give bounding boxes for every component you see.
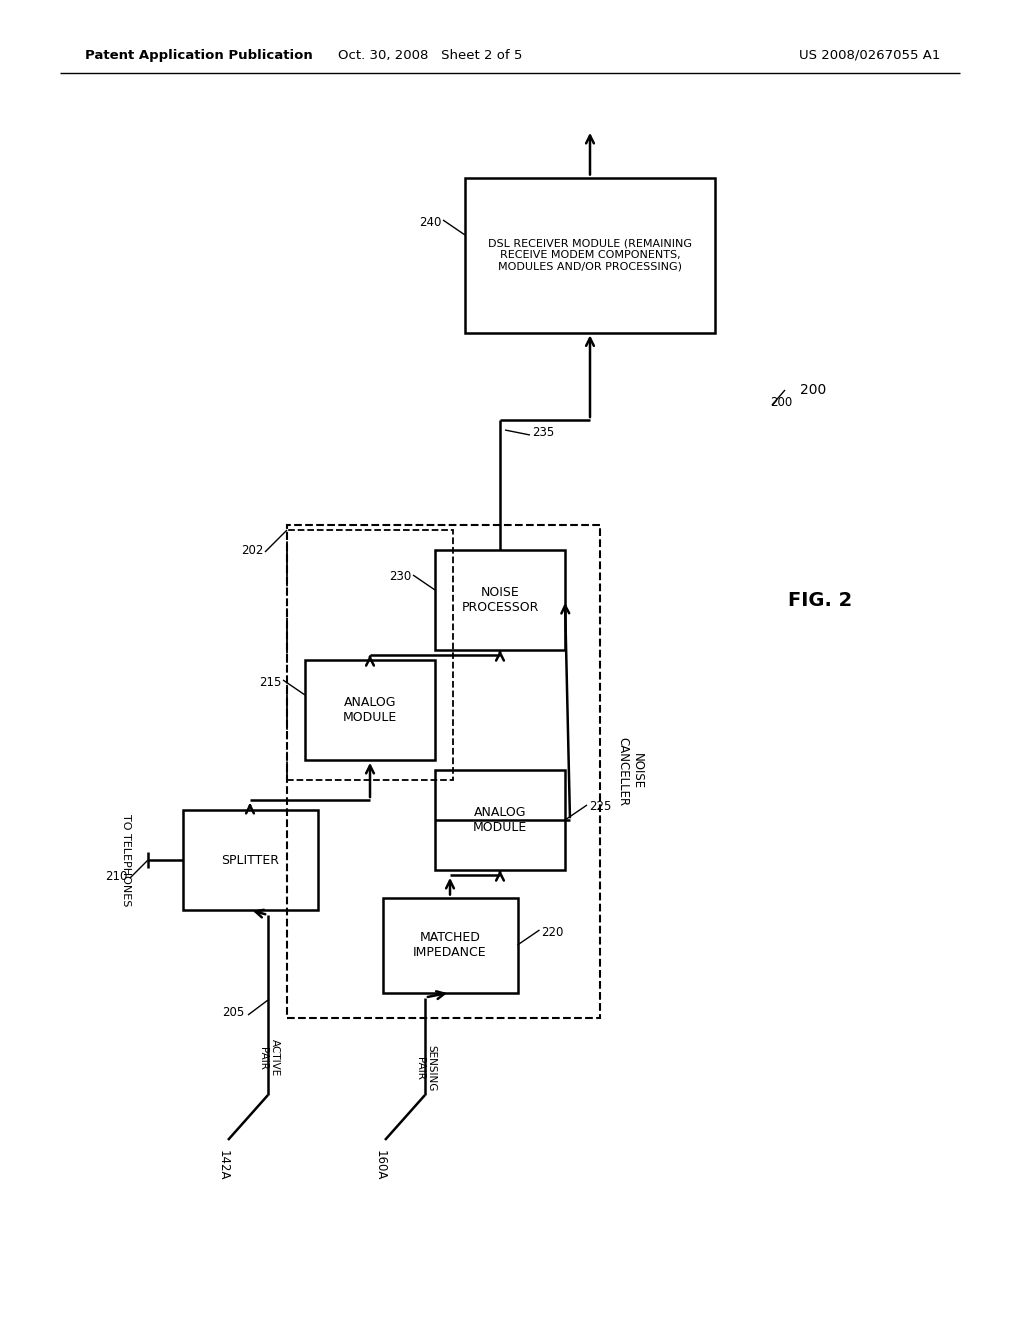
Text: DSL RECEIVER MODULE (REMAINING
RECEIVE MODEM COMPONENTS,
MODULES AND/OR PROCESSI: DSL RECEIVER MODULE (REMAINING RECEIVE M… bbox=[488, 239, 692, 272]
Bar bbox=[305, 660, 435, 760]
Text: 235: 235 bbox=[532, 426, 554, 440]
Bar bbox=[435, 550, 565, 649]
Bar bbox=[287, 531, 453, 780]
Bar bbox=[465, 177, 715, 333]
Text: ACTIVE
PAIR: ACTIVE PAIR bbox=[258, 1039, 280, 1077]
Bar bbox=[383, 898, 517, 993]
Text: 215: 215 bbox=[259, 676, 281, 689]
Text: NOISE
PROCESSOR: NOISE PROCESSOR bbox=[462, 586, 539, 614]
Text: SENSING
PAIR: SENSING PAIR bbox=[415, 1045, 437, 1092]
Text: US 2008/0267055 A1: US 2008/0267055 A1 bbox=[799, 49, 940, 62]
Text: 160A: 160A bbox=[374, 1150, 386, 1180]
Text: MATCHED
IMPEDANCE: MATCHED IMPEDANCE bbox=[414, 931, 486, 960]
Text: Oct. 30, 2008   Sheet 2 of 5: Oct. 30, 2008 Sheet 2 of 5 bbox=[338, 49, 522, 62]
Bar bbox=[287, 525, 600, 1018]
Text: 205: 205 bbox=[222, 1006, 244, 1019]
Text: 230: 230 bbox=[389, 570, 411, 583]
Text: ANALOG
MODULE: ANALOG MODULE bbox=[473, 807, 527, 834]
Bar bbox=[182, 810, 317, 909]
Text: FIG. 2: FIG. 2 bbox=[787, 590, 852, 610]
Text: 200: 200 bbox=[770, 396, 793, 409]
Text: 240: 240 bbox=[419, 215, 441, 228]
Text: 220: 220 bbox=[542, 925, 564, 939]
Text: Patent Application Publication: Patent Application Publication bbox=[85, 49, 312, 62]
Bar bbox=[435, 770, 565, 870]
Text: 202: 202 bbox=[241, 544, 263, 557]
Text: 210: 210 bbox=[105, 870, 128, 883]
Text: NOISE
CANCELLER: NOISE CANCELLER bbox=[616, 737, 644, 805]
Text: 200: 200 bbox=[800, 383, 826, 397]
Text: ANALOG
MODULE: ANALOG MODULE bbox=[343, 696, 397, 723]
Text: TO TELEPHONES: TO TELEPHONES bbox=[121, 814, 131, 907]
Text: 142A: 142A bbox=[216, 1150, 229, 1180]
Text: SPLITTER: SPLITTER bbox=[221, 854, 279, 866]
Text: 225: 225 bbox=[589, 800, 611, 813]
